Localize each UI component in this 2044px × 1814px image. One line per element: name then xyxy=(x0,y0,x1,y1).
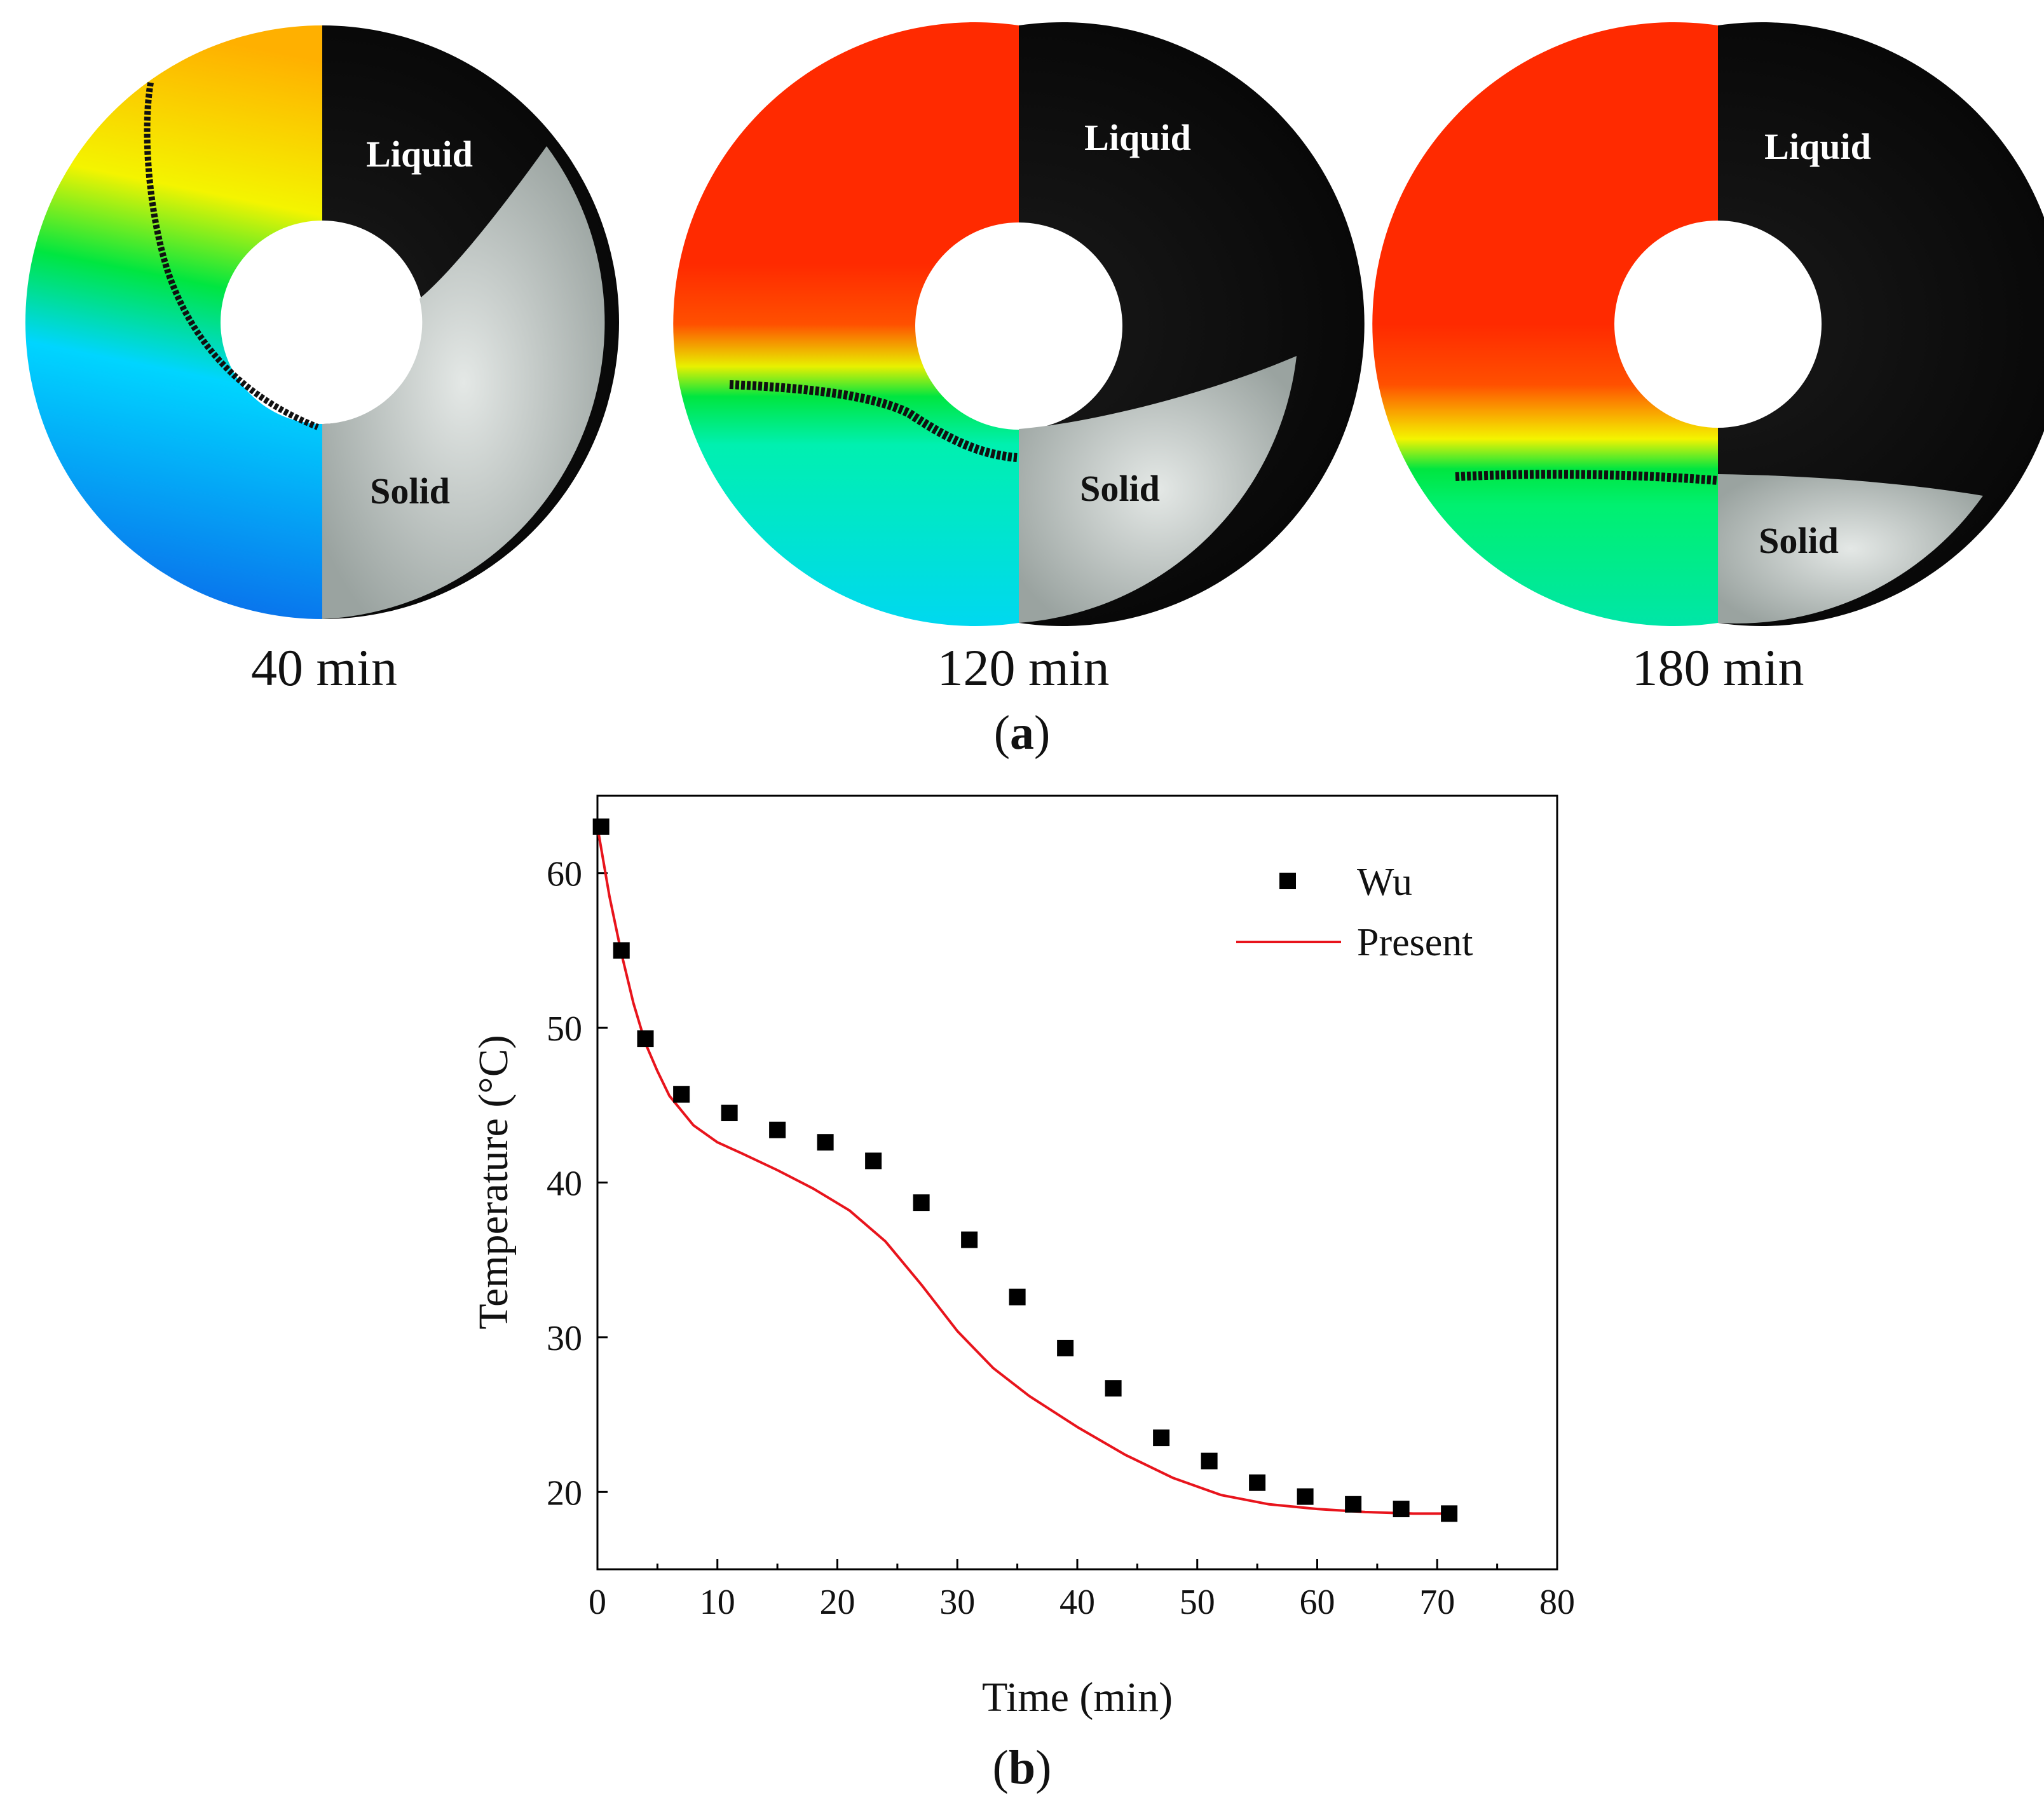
wu-point xyxy=(721,1104,738,1121)
x-tick-label: 80 xyxy=(1539,1583,1575,1622)
wu-point xyxy=(1201,1452,1218,1470)
wu-point xyxy=(769,1121,786,1138)
y-tick-label: 60 xyxy=(547,855,582,894)
x-tick-label: 70 xyxy=(1419,1583,1455,1622)
solid-label-120: Solid xyxy=(1080,468,1160,509)
wu-point xyxy=(1057,1339,1074,1356)
y-tick-label: 40 xyxy=(547,1164,582,1204)
x-tick-label: 40 xyxy=(1059,1583,1095,1622)
x-axis-label: Time (min) xyxy=(982,1674,1173,1721)
ring-40-min: Liquid Solid 40 min xyxy=(25,25,619,697)
wu-point xyxy=(817,1134,834,1151)
x-tick-label: 30 xyxy=(939,1583,975,1622)
legend-label-present: Present xyxy=(1357,921,1473,964)
time-label-40: 40 min xyxy=(251,639,397,697)
wu-point xyxy=(637,1030,654,1047)
x-tick-label: 20 xyxy=(820,1583,855,1622)
y-tick-label: 30 xyxy=(547,1319,582,1358)
present-series xyxy=(596,826,1450,1515)
ring-120-min: Liquid Solid 120 min xyxy=(673,22,1365,697)
wu-point xyxy=(1153,1429,1170,1447)
legend: Wu Present xyxy=(1236,861,1473,964)
panel-b-letter: b xyxy=(1009,1741,1035,1794)
simulation-half-120 xyxy=(673,22,1019,626)
y-tick-label: 50 xyxy=(547,1009,582,1049)
time-label-180: 180 min xyxy=(1632,639,1804,697)
panel-a-letter: a xyxy=(1010,706,1034,760)
x-tick-label: 50 xyxy=(1180,1583,1215,1622)
photo-solid-180 xyxy=(1718,474,1983,624)
interface-line-40 xyxy=(144,82,319,430)
x-axis-ticks: 0 10 20 30 40 50 60 70 80 xyxy=(589,1559,1575,1622)
liquid-label-40: Liquid xyxy=(366,133,473,175)
panel-a-caption: (a) xyxy=(994,706,1051,760)
wu-point xyxy=(1249,1474,1266,1491)
simulation-half-40 xyxy=(25,25,322,619)
wu-point xyxy=(1105,1380,1122,1397)
wu-point xyxy=(1297,1488,1314,1505)
legend-marker-wu xyxy=(1279,873,1296,889)
ring-180-min: Liquid Solid 180 min xyxy=(1372,22,2044,697)
panel-b-caption: (b) xyxy=(993,1741,1052,1794)
time-label-120: 120 min xyxy=(937,639,1109,697)
panel-a: Liquid Solid 40 min Liquid Solid 120 min… xyxy=(25,22,2044,760)
x-tick-label: 10 xyxy=(700,1583,735,1622)
wu-point xyxy=(592,818,610,835)
photo-solid-40 xyxy=(322,146,605,619)
wu-point xyxy=(1393,1501,1410,1518)
solid-label-180: Solid xyxy=(1759,520,1839,561)
wu-point xyxy=(961,1231,978,1248)
wu-point xyxy=(1345,1496,1362,1513)
wu-point xyxy=(913,1194,930,1211)
wu-series xyxy=(592,818,1458,1522)
x-tick-label: 60 xyxy=(1300,1583,1335,1622)
y-axis-label: Temperature (°C) xyxy=(470,1035,517,1329)
wu-point xyxy=(673,1086,690,1103)
wu-point xyxy=(865,1152,882,1170)
wu-point xyxy=(613,942,630,959)
legend-label-wu: Wu xyxy=(1357,861,1412,904)
y-axis-ticks: 20 30 40 50 60 xyxy=(547,855,608,1513)
interface-line-180 xyxy=(1455,470,1719,485)
present-line xyxy=(596,826,1450,1515)
y-tick-label: 20 xyxy=(547,1473,582,1513)
liquid-label-180: Liquid xyxy=(1764,126,1871,167)
photo-solid-120 xyxy=(1019,356,1297,623)
x-tick-label: 0 xyxy=(589,1583,606,1622)
plot-frame xyxy=(596,794,1558,1571)
liquid-label-120: Liquid xyxy=(1084,117,1191,158)
wu-point xyxy=(1441,1505,1458,1522)
photo-liquid-180 xyxy=(1718,22,2044,626)
wu-point xyxy=(1009,1288,1026,1306)
interface-line-120 xyxy=(729,380,1018,462)
solid-label-40: Solid xyxy=(370,470,450,512)
